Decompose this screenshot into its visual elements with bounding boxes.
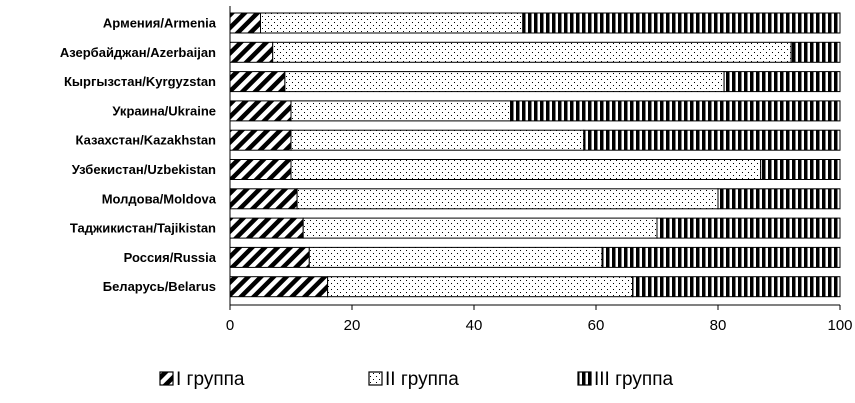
bar-segment-uzbekistan-series-2 bbox=[290, 159, 762, 180]
bar-segment-russia-series-1 bbox=[229, 246, 310, 268]
bar-segment-kyrgyzstan-series-2 bbox=[284, 71, 725, 93]
category-label-russia: Россия/Russia bbox=[124, 250, 217, 265]
category-labels: Армения/Armenia Азербайджан/Azerbaijan Кыр… bbox=[60, 16, 217, 295]
bar-segment-russia-series-3 bbox=[601, 246, 841, 268]
bar-segment-tajikistan-series-1 bbox=[229, 217, 304, 239]
legend-swatch-series-2 bbox=[368, 371, 383, 386]
bars bbox=[229, 12, 841, 298]
category-label-kazakhstan: Казахстан/Kazakhstan bbox=[76, 133, 217, 148]
bar-segment-kazakhstan-series-1 bbox=[229, 129, 292, 151]
category-label-moldova: Молдова/Moldova bbox=[102, 191, 217, 206]
x-axis: 0 20 40 60 80 100 bbox=[226, 6, 853, 334]
legend-label-series-2: II группа bbox=[385, 369, 459, 390]
bar-segment-belarus-series-1 bbox=[229, 276, 329, 298]
category-label-kyrgyzstan: Кыргызстан/Kyrgyzstan bbox=[64, 74, 216, 89]
legend-swatch-series-1 bbox=[159, 371, 174, 386]
bar-segment-belarus-series-2 bbox=[327, 276, 634, 298]
bar-segment-moldova-series-1 bbox=[229, 188, 298, 210]
category-label-armenia: Армения/Armenia bbox=[103, 16, 217, 31]
bar-segment-azerbaijan-series-1 bbox=[229, 41, 274, 63]
x-tick-label-0: 0 bbox=[226, 317, 234, 334]
bar-segment-kyrgyzstan-series-1 bbox=[229, 71, 286, 93]
category-label-azerbaijan: Азербайджан/Azerbaijan bbox=[60, 45, 216, 60]
bar-segment-moldova-series-3 bbox=[717, 188, 841, 210]
x-tick-label-60: 60 bbox=[588, 317, 605, 334]
category-label-tajikistan: Таджикистан/Tajikistan bbox=[70, 221, 216, 236]
bar-segment-uzbekistan-series-3 bbox=[760, 159, 841, 180]
bar-segment-kazakhstan-series-3 bbox=[583, 129, 841, 151]
x-tick-label-20: 20 bbox=[344, 317, 361, 334]
x-tick-label-100: 100 bbox=[827, 317, 852, 334]
category-label-belarus: Беларусь/Belarus bbox=[103, 279, 216, 294]
bar-segment-uzbekistan-series-1 bbox=[229, 159, 292, 180]
bar-segment-ukraine-series-2 bbox=[290, 100, 512, 122]
bar-segment-azerbaijan-series-2 bbox=[272, 41, 792, 63]
bar-segment-tajikistan-series-2 bbox=[302, 217, 658, 239]
category-label-uzbekistan: Узбекистан/Uzbekistan bbox=[72, 162, 216, 177]
legend-label-series-3: III группа bbox=[594, 369, 673, 390]
bar-segment-belarus-series-3 bbox=[632, 276, 841, 298]
bar-segment-kyrgyzstan-series-3 bbox=[723, 71, 841, 93]
legend: I группа II группа III группа bbox=[159, 369, 673, 390]
bar-segment-kazakhstan-series-2 bbox=[290, 129, 585, 151]
x-tick-label-40: 40 bbox=[466, 317, 483, 334]
bar-segment-azerbaijan-series-3 bbox=[790, 41, 841, 63]
bar-segment-russia-series-2 bbox=[308, 246, 603, 268]
bar-segment-armenia-series-3 bbox=[522, 12, 841, 34]
bar-segment-armenia-series-2 bbox=[260, 12, 524, 34]
legend-swatch-series-3 bbox=[577, 371, 592, 386]
bar-segment-armenia-series-1 bbox=[229, 12, 261, 34]
bar-segment-tajikistan-series-3 bbox=[656, 217, 841, 239]
bar-segment-ukraine-series-3 bbox=[510, 100, 841, 122]
category-label-ukraine: Украина/Ukraine bbox=[112, 103, 216, 118]
bar-segment-moldova-series-2 bbox=[296, 188, 719, 210]
x-tick-label-80: 80 bbox=[710, 317, 727, 334]
legend-label-series-1: I группа bbox=[176, 369, 245, 390]
bar-segment-ukraine-series-1 bbox=[229, 100, 292, 122]
